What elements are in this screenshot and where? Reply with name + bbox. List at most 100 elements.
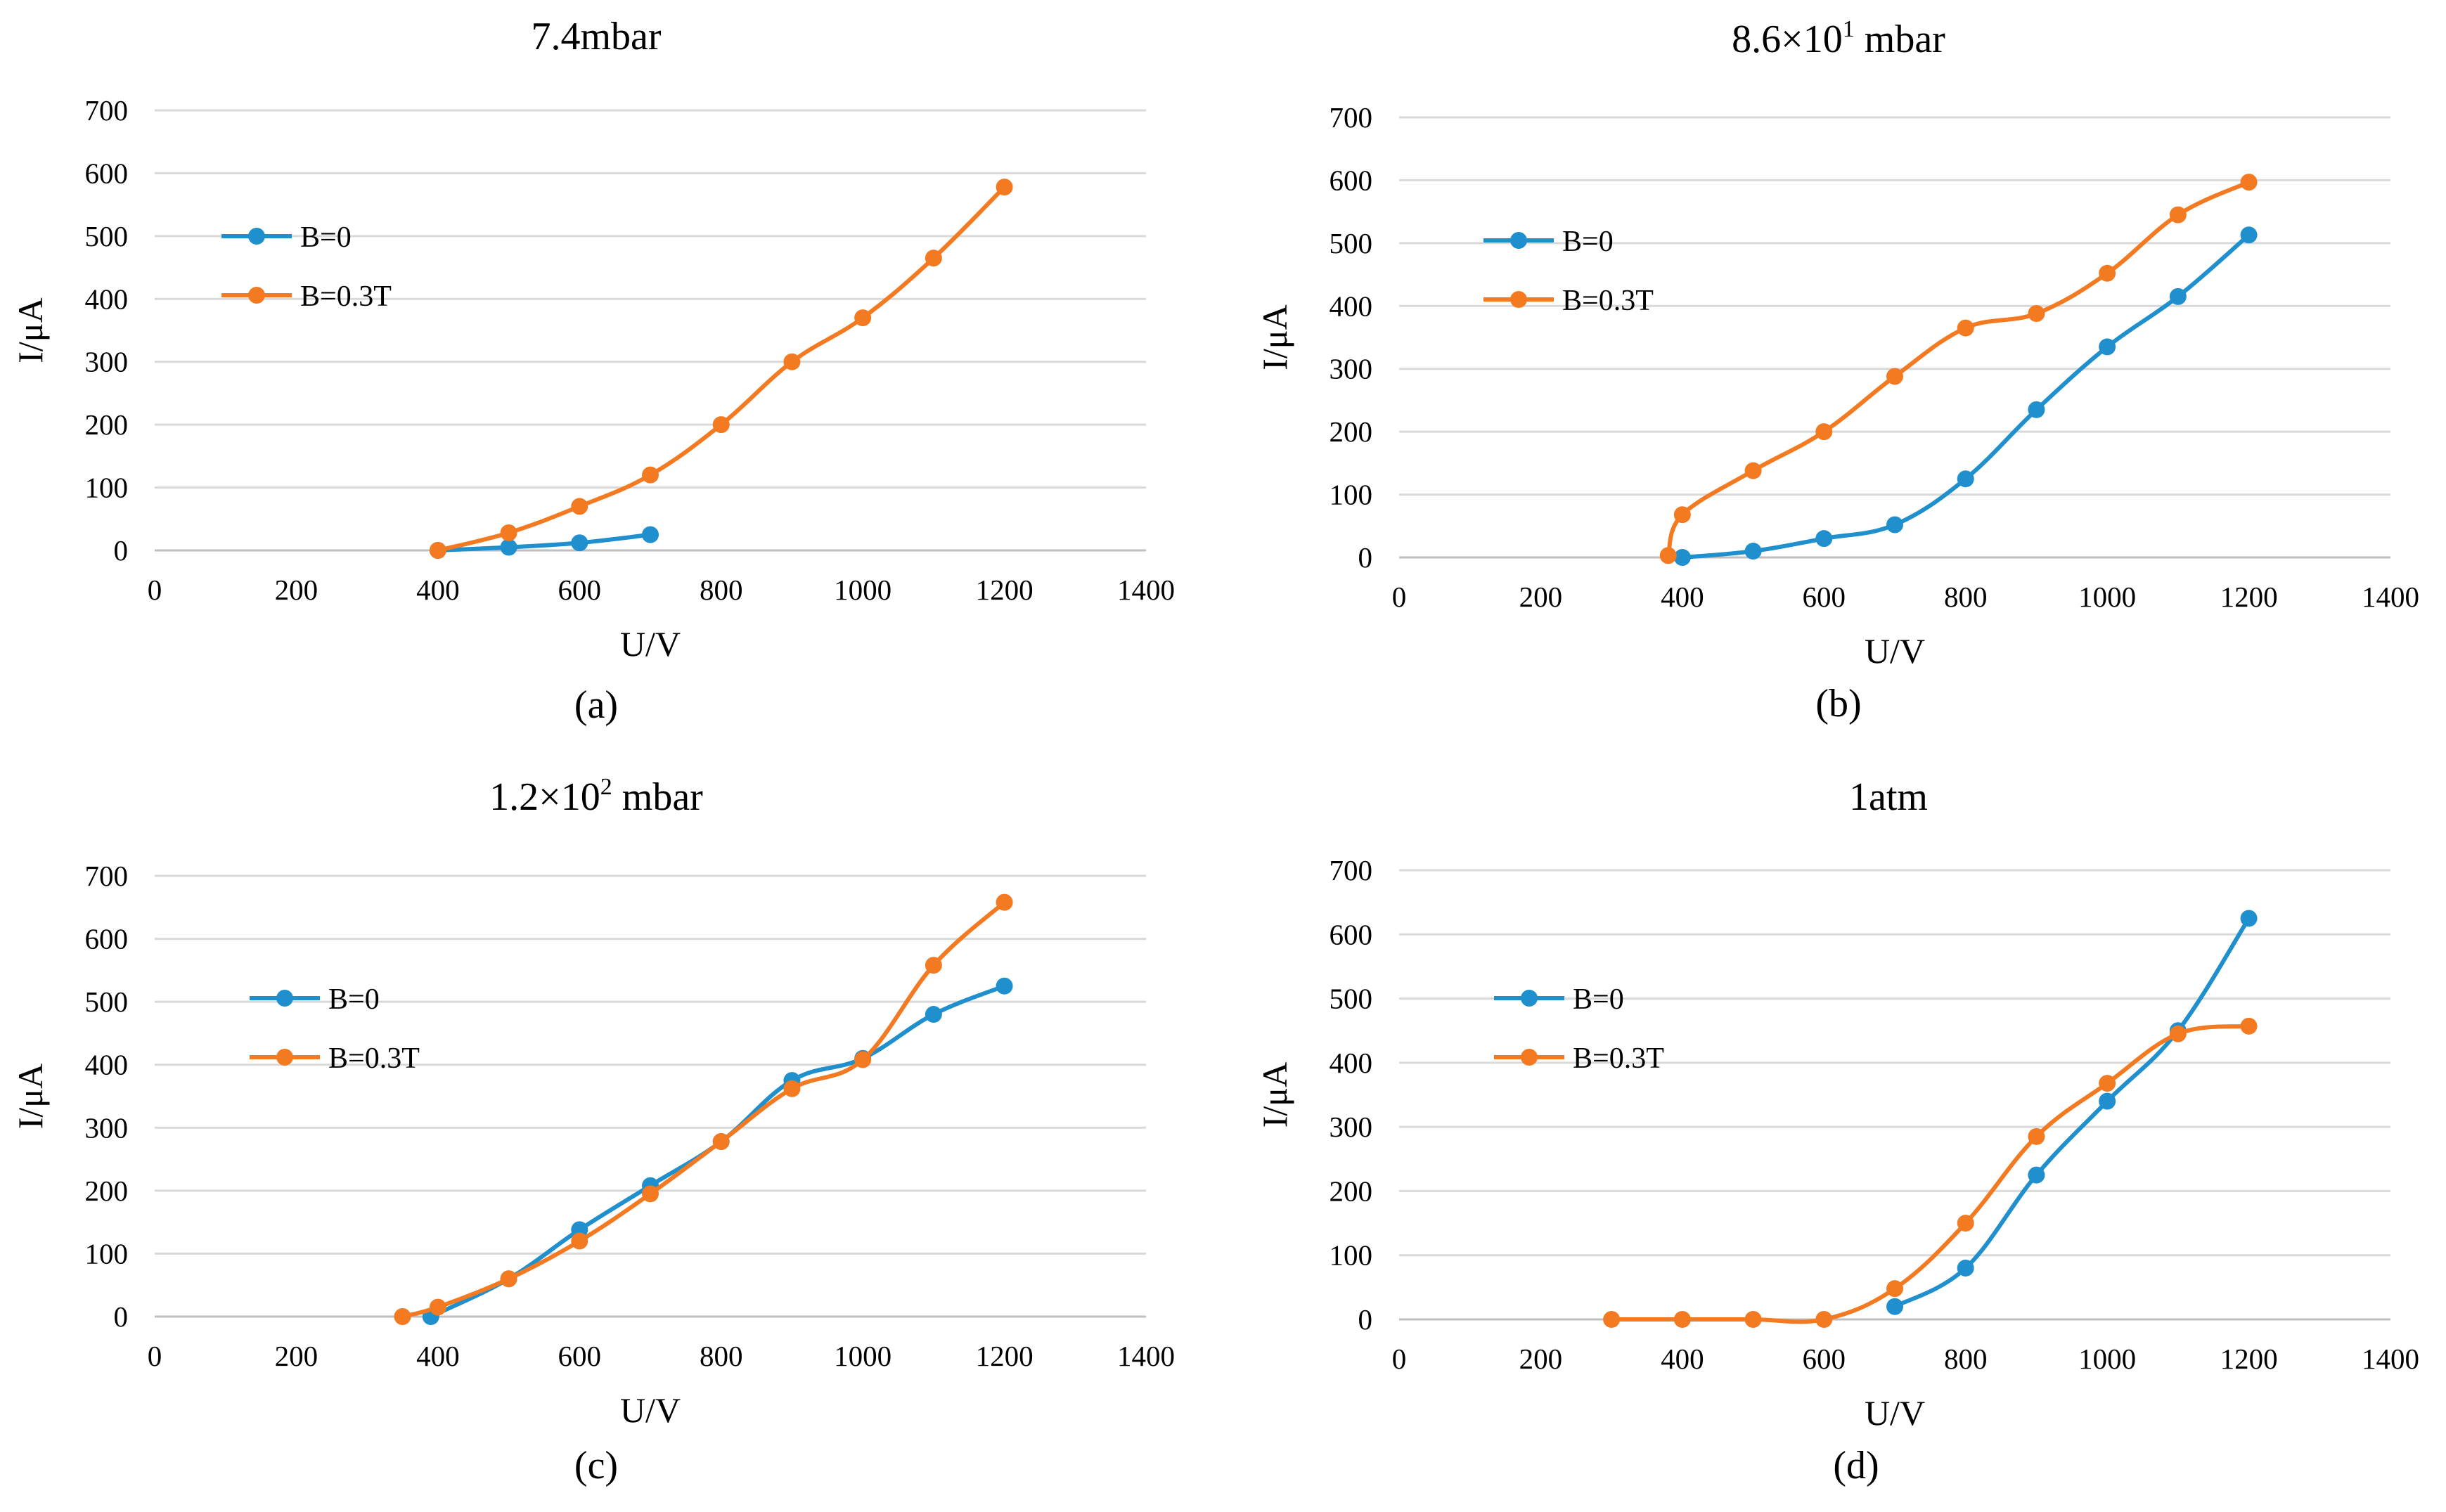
legend-swatch-marker: [276, 990, 293, 1007]
x-tick-label: 1000: [2078, 581, 2136, 613]
y-tick-label: 0: [114, 1300, 129, 1333]
legend: B=0 B=0.3T: [250, 983, 420, 1075]
data-point-b0: [2099, 338, 2116, 356]
data-point-b03: [2099, 1075, 2116, 1092]
panel-label: (c): [574, 1444, 618, 1487]
data-point-b03: [2169, 1025, 2187, 1042]
data-point-b03: [642, 466, 659, 484]
data-point-b03: [2028, 1127, 2045, 1145]
y-axis-title: I/μA: [1255, 304, 1294, 370]
legend: B=0 B=0.3T: [1494, 983, 1664, 1075]
y-tick-label: 700: [1330, 854, 1373, 886]
data-point-b03: [1659, 547, 1677, 564]
data-point-b03: [642, 1185, 659, 1203]
data-point-b03: [1815, 423, 1833, 441]
y-tick-label: 100: [85, 1237, 129, 1269]
data-point-b03: [2240, 1017, 2258, 1035]
data-point-b0: [500, 538, 517, 556]
x-tick-label: 1400: [2362, 581, 2419, 613]
chart-panel-a: 7.4mbar 0 100 200 300 400 500 600 700 0 200 400 600 8…: [11, 15, 1175, 727]
legend: B=0 B=0.3T: [1483, 226, 1654, 317]
x-tick-label: 0: [1392, 581, 1407, 613]
data-point-b03: [1744, 462, 1762, 479]
data-point-b0: [2240, 226, 2258, 244]
panel-label: (d): [1833, 1444, 1879, 1487]
y-tick-label: 600: [85, 157, 129, 189]
y-tick-label: 200: [85, 408, 129, 441]
data-point-b0: [1886, 1298, 1903, 1315]
series-line-b0: [1680, 233, 2251, 560]
chart-title-sup: 2: [600, 774, 612, 800]
data-point-b03: [854, 309, 872, 327]
series-line-b03: [1666, 180, 2251, 558]
data-point-b03: [571, 1232, 588, 1250]
data-point-b03: [1744, 1311, 1762, 1328]
data-point-b0: [1744, 543, 1762, 560]
data-point-b03: [2099, 264, 2116, 282]
data-point-b03: [1957, 319, 1974, 337]
chart-title-base: 1.2×10: [489, 775, 600, 819]
x-tick-label: 200: [1519, 1343, 1563, 1375]
x-tick-label: 1200: [976, 1340, 1034, 1372]
data-point-b03: [429, 542, 446, 559]
y-tick-label: 400: [1330, 290, 1373, 322]
series-line-b0: [435, 532, 652, 553]
legend-swatch-marker: [276, 1049, 293, 1066]
y-tick-label: 300: [1330, 1111, 1373, 1143]
y-tick-label: 400: [1330, 1047, 1373, 1079]
chart-title: 7.4mbar: [531, 15, 661, 58]
data-point-b0: [571, 534, 588, 552]
data-point-b0: [2028, 1166, 2045, 1184]
data-point-b0: [642, 526, 659, 543]
x-tick-label: 800: [700, 1340, 743, 1372]
x-tick-label: 800: [1944, 581, 1988, 613]
data-point-b0: [1957, 470, 1974, 488]
legend-label: B=0: [300, 221, 352, 254]
y-tick-label: 500: [1330, 983, 1373, 1015]
x-tick-label: 800: [700, 574, 743, 606]
x-tick-label: 1400: [1117, 574, 1175, 606]
legend-swatch-marker: [1510, 291, 1527, 308]
y-tick-label: 100: [1330, 1239, 1373, 1272]
data-point-b0: [1815, 530, 1833, 548]
legend-swatch-marker: [1510, 232, 1527, 249]
data-point-b0: [1673, 549, 1691, 566]
data-point-b03: [854, 1051, 872, 1068]
data-point-b0: [996, 977, 1013, 995]
y-axis-title: I/μA: [11, 297, 50, 363]
data-point-b03: [925, 957, 942, 974]
x-tick-label: 600: [1803, 581, 1846, 613]
x-axis-title: U/V: [620, 624, 681, 664]
y-tick-label: 600: [1330, 164, 1373, 196]
data-point-b03: [925, 250, 942, 267]
x-tick-label: 600: [558, 574, 602, 606]
data-point-b03: [996, 179, 1013, 196]
data-point-b03: [1886, 368, 1903, 385]
chart-title-tail: mbar: [612, 775, 703, 819]
x-tick-label: 600: [558, 1340, 602, 1372]
x-tick-label: 400: [416, 574, 460, 606]
legend-label: B=0.3T: [328, 1042, 420, 1075]
chart-title-sup: 1: [1843, 16, 1855, 42]
data-point-b03: [1957, 1215, 1974, 1232]
legend-swatch-marker: [1521, 990, 1538, 1007]
x-tick-label: 200: [1519, 581, 1563, 613]
data-point-b03: [429, 1298, 446, 1316]
x-tick-label: 800: [1944, 1343, 1988, 1375]
data-point-b03: [2028, 305, 2045, 323]
series-line-b03: [1609, 1023, 2251, 1324]
panel-label: (a): [574, 683, 618, 727]
data-point-b03: [783, 1080, 801, 1097]
data-point-b0: [925, 1006, 942, 1023]
x-tick-label: 200: [275, 574, 318, 606]
legend: B=0 B=0.3T: [221, 221, 392, 313]
data-point-b0: [2240, 910, 2258, 927]
data-point-b03: [2240, 174, 2258, 191]
chart-panel-c: 1.2×102 mbar 0 100 200 300 400 500 600 700 0 200 40…: [11, 774, 1175, 1487]
y-tick-label: 700: [85, 860, 129, 892]
data-point-b03: [500, 1270, 517, 1288]
x-tick-label: 1000: [834, 574, 891, 606]
y-tick-label: 500: [85, 220, 129, 252]
data-point-b03: [996, 893, 1013, 911]
